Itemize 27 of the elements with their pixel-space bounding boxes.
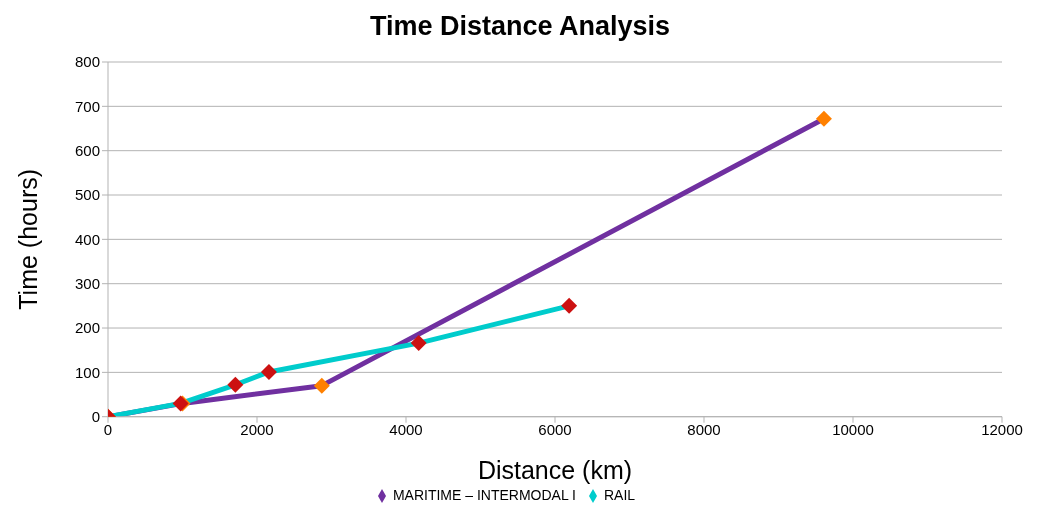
y-tick-label: 600 <box>74 142 100 159</box>
legend-label: RAIL <box>603 486 636 503</box>
y-tick-label: 0 <box>91 408 100 426</box>
x-tick-label: 8000 <box>687 421 721 439</box>
point <box>227 376 244 393</box>
point <box>313 377 330 394</box>
y-tick-label: 400 <box>74 230 100 248</box>
x-tick-label: 12000 <box>981 421 1023 439</box>
legend-label: MARITIME – INTERMODAL I <box>392 486 576 503</box>
y-tick-label: 200 <box>74 319 100 337</box>
y-tick-label: 500 <box>74 186 100 204</box>
point <box>410 335 427 352</box>
y-axis-title: Time (hours) <box>13 168 42 310</box>
point <box>815 110 832 127</box>
point <box>561 297 578 314</box>
y-tick-label: 300 <box>74 275 100 293</box>
x-axis-title: Distance (km) <box>477 455 633 484</box>
x-tick-label: 10000 <box>832 421 874 439</box>
y-tick-label: 100 <box>74 363 100 381</box>
x-tick-label: 0 <box>103 421 113 439</box>
x-tick-label: 6000 <box>538 421 572 439</box>
point <box>260 363 277 380</box>
x-tick-label: 2000 <box>240 421 274 439</box>
y-tick-label: 800 <box>74 53 100 71</box>
y-tick-label: 700 <box>74 97 100 115</box>
x-tick-label: 4000 <box>389 421 423 439</box>
chart-title: Time Distance Analysis <box>368 10 672 43</box>
